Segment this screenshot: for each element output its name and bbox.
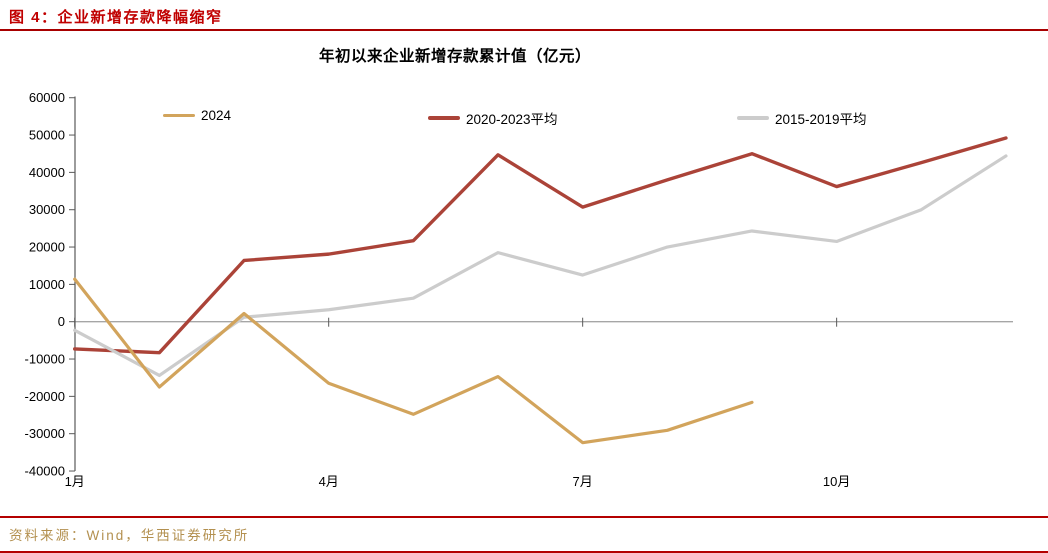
- page-bottom-rule: [0, 551, 1048, 553]
- svg-text:20000: 20000: [29, 240, 65, 255]
- svg-text:60000: 60000: [29, 90, 65, 105]
- svg-text:50000: 50000: [29, 128, 65, 143]
- legend-label-2024: 2024: [201, 108, 232, 123]
- caption-divider: [0, 29, 1048, 31]
- svg-text:10月: 10月: [823, 474, 850, 489]
- legend-swatch-2020-2023: [428, 116, 460, 120]
- source-note: 资料来源：Wind，华西证券研究所: [9, 528, 250, 543]
- svg-text:0: 0: [58, 314, 65, 329]
- svg-text:-40000: -40000: [25, 464, 65, 479]
- figure-caption: 图 4：企业新增存款降幅缩窄: [9, 9, 223, 26]
- svg-text:-30000: -30000: [25, 426, 65, 441]
- svg-text:30000: 30000: [29, 202, 65, 217]
- footer-divider: [0, 516, 1048, 518]
- legend-item-2020-2023: 2020-2023平均: [428, 108, 558, 128]
- svg-text:7月: 7月: [573, 474, 593, 489]
- line-chart: 1月 4月 7月 10月 60000 50000 40000 30000 20000 10000 0…: [25, 90, 1013, 489]
- svg-text:-10000: -10000: [25, 352, 65, 367]
- svg-text:40000: 40000: [29, 165, 65, 180]
- legend-item-2015-2019: 2015-2019平均: [737, 108, 867, 128]
- legend-label-2020-2023: 2020-2023平均: [466, 112, 558, 127]
- legend-swatch-2024: [163, 113, 195, 118]
- legend-label-2015-2019: 2015-2019平均: [775, 112, 867, 127]
- legend-item-2024: 2024: [163, 108, 231, 123]
- svg-text:10000: 10000: [29, 277, 65, 292]
- svg-text:-20000: -20000: [25, 389, 65, 404]
- legend-swatch-2015-2019: [737, 116, 769, 120]
- svg-text:4月: 4月: [319, 474, 339, 489]
- chart-title: 年初以来企业新增存款累计值（亿元）: [318, 48, 592, 65]
- svg-text:1月: 1月: [65, 474, 85, 489]
